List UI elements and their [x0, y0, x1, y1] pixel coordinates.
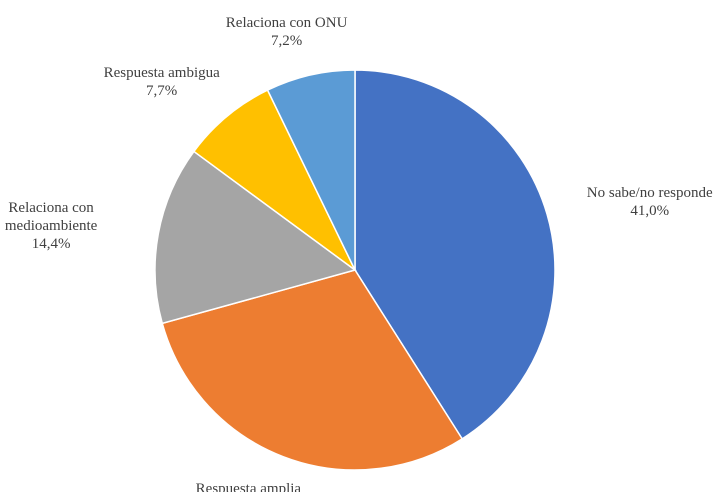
- pie-slice: [161, 269, 464, 471]
- category-label: Relaciona con medioambiente: [4, 199, 98, 234]
- slice-label: Respuesta ambigua 7,7%: [104, 64, 220, 100]
- category-label: Respuesta amplia: [195, 480, 302, 492]
- slice-label: Respuesta amplia29,7%: [196, 480, 301, 492]
- slice-label: Relaciona con ONU 7,2%: [226, 14, 348, 50]
- pie-slice: [354, 69, 556, 440]
- value-label: 7,2%: [270, 33, 303, 50]
- category-label: Relaciona con ONU: [225, 15, 348, 32]
- category-label: No sabe/no responde: [586, 184, 713, 201]
- value-label: 7,7%: [146, 83, 178, 100]
- value-label: 41,0%: [630, 202, 670, 219]
- value-label: 14,4%: [31, 235, 71, 252]
- slice-label: Relaciona con medioambiente 14,4%: [0, 199, 116, 253]
- pie-slice: [154, 150, 357, 325]
- pie-slice: [266, 69, 356, 271]
- pie-slice: [192, 89, 356, 271]
- category-label: Respuesta ambigua: [103, 65, 220, 82]
- slice-label: No sabe/no responde 41,0%: [587, 184, 713, 220]
